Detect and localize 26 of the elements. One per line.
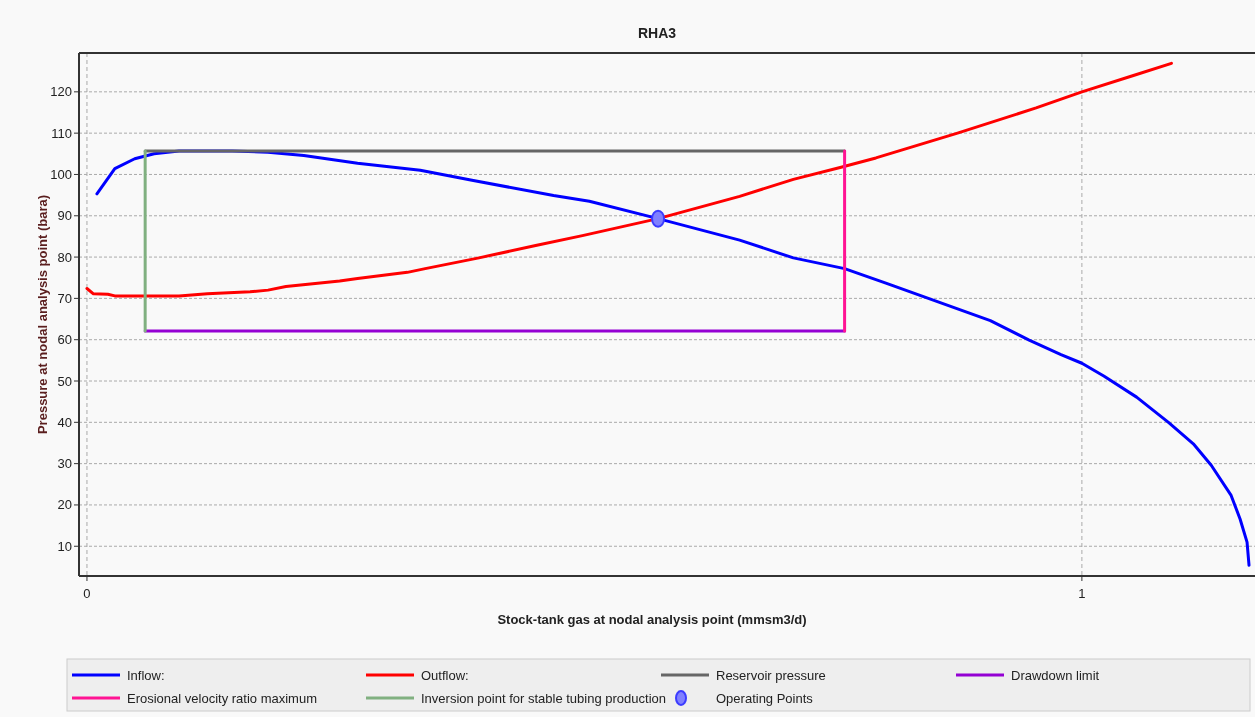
y-tick-label: 10 — [57, 538, 72, 554]
legend-label: Operating Points — [716, 690, 814, 706]
x-tick-label: 1 — [1078, 586, 1086, 601]
y-tick-label: 50 — [57, 373, 72, 389]
legend-label: Outflow: — [421, 667, 469, 683]
line-series — [85, 61, 1173, 298]
y-tick-label: 90 — [57, 208, 72, 224]
y-tick-label: 80 — [57, 249, 72, 265]
legend-label: Inflow: — [127, 667, 165, 683]
legend-label: Reservoir pressure — [716, 667, 826, 683]
y-tick-label: 70 — [57, 290, 72, 306]
x-tick-label: 0 — [83, 586, 91, 601]
y-tick-label: 60 — [57, 332, 72, 348]
legend-label: Erosional velocity ratio maximum — [127, 690, 318, 706]
y-axis-title: Pressure at nodal analysis point (bara) — [35, 194, 50, 435]
line-series — [95, 149, 1251, 567]
x-axis-title: Stock-tank gas at nodal analysis point (mmsm3/d) — [497, 612, 807, 627]
chart-title: RHA3 — [637, 25, 677, 41]
legend-label: Drawdown limit — [1011, 667, 1100, 683]
y-tick-label: 20 — [57, 497, 72, 513]
y-tick-label: 110 — [51, 125, 72, 141]
legend-label: Inversion point for stable tubing production — [421, 690, 666, 706]
y-tick-label: 120 — [50, 84, 72, 100]
y-tick-label: 30 — [57, 456, 72, 472]
y-tick-label: 40 — [57, 414, 72, 430]
y-tick-label: 100 — [50, 167, 72, 182]
